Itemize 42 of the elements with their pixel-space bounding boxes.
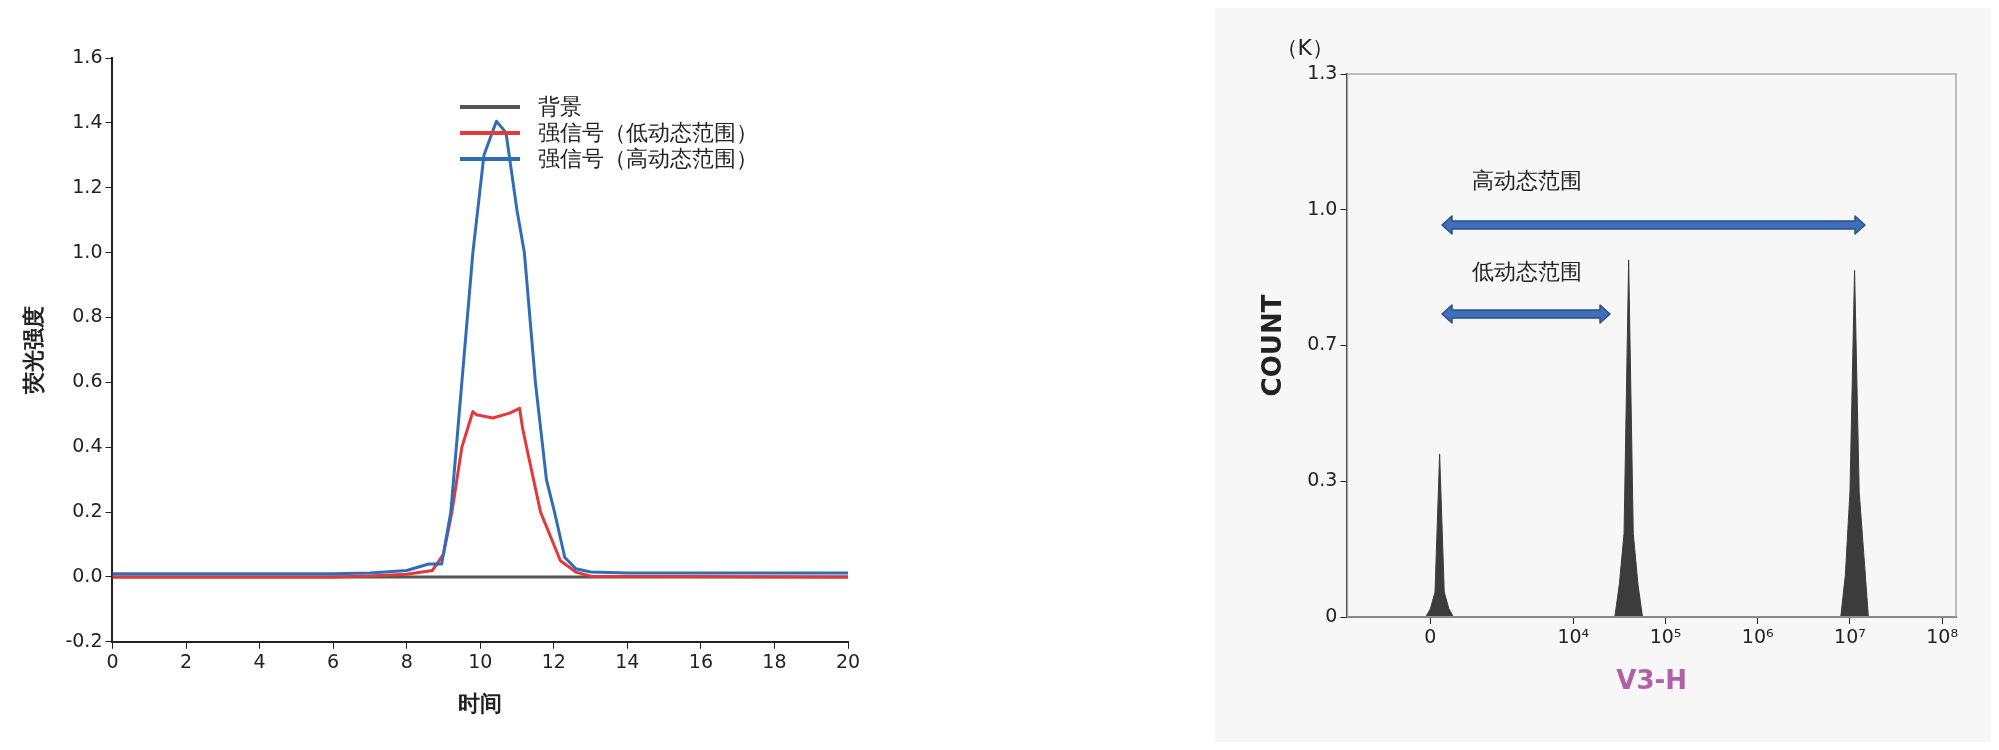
x-axis-title: V3-H: [1616, 665, 1688, 696]
x-tick-label: 10⁴: [1557, 625, 1590, 648]
y-tick-label: 0: [1325, 603, 1338, 626]
legend-label: 背景: [538, 94, 582, 119]
y-tick-label: 1.2: [72, 174, 103, 197]
legend-label: 强信号（高动态范围）: [538, 145, 758, 173]
y-tick-label: 0.0: [72, 563, 103, 586]
x-axis-title: 时间: [458, 690, 503, 716]
x-tick-label: 0: [106, 650, 119, 673]
y-tick-label: 0.4: [72, 434, 103, 457]
y-tick-label: 1.4: [72, 109, 103, 132]
y-tick-label: 0.2: [72, 499, 103, 521]
y-tick-label: 1.3: [1307, 60, 1338, 83]
legend-label: 强信号（低动态范围）: [538, 120, 758, 145]
annotation: 高动态范围: [1472, 168, 1583, 194]
y-tick-label: 0.3: [1307, 468, 1338, 491]
x-tick-label: 12: [541, 650, 566, 673]
y-tick-label: -0.2: [65, 628, 103, 651]
y-tick-label: 1.6: [72, 44, 103, 67]
y-tick-label: 0.8: [72, 304, 103, 327]
x-tick-label: 20: [835, 650, 861, 673]
y-tick-label: 1.0: [72, 239, 103, 262]
y-tick-label: 1.0: [1307, 196, 1338, 219]
annotation: 低动态范围: [1472, 259, 1583, 284]
x-tick-label: 4: [253, 650, 266, 673]
x-tick-label: 14: [615, 650, 640, 673]
x-tick-label: 0: [1424, 625, 1437, 648]
x-tick-label: 10⁸: [1926, 625, 1959, 648]
y-axis-title: COUNT: [1257, 294, 1288, 397]
y-axis-title: 荧光强度: [20, 305, 46, 395]
text: （K）: [1275, 35, 1335, 61]
x-tick-label: 16: [688, 650, 713, 673]
y-tick-label: 0.7: [1307, 332, 1338, 355]
x-tick-label: 18: [762, 650, 787, 673]
x-tick-label: 10⁶: [1741, 625, 1774, 648]
y-tick-label: 0.6: [72, 369, 103, 392]
x-tick-label: 6: [327, 650, 340, 673]
x-tick-label: 8: [400, 650, 413, 673]
x-tick-label: 10⁷: [1834, 625, 1866, 648]
x-tick-label: 10⁵: [1649, 625, 1682, 648]
x-tick-label: 10: [468, 650, 493, 673]
x-tick-label: 2: [179, 650, 193, 673]
